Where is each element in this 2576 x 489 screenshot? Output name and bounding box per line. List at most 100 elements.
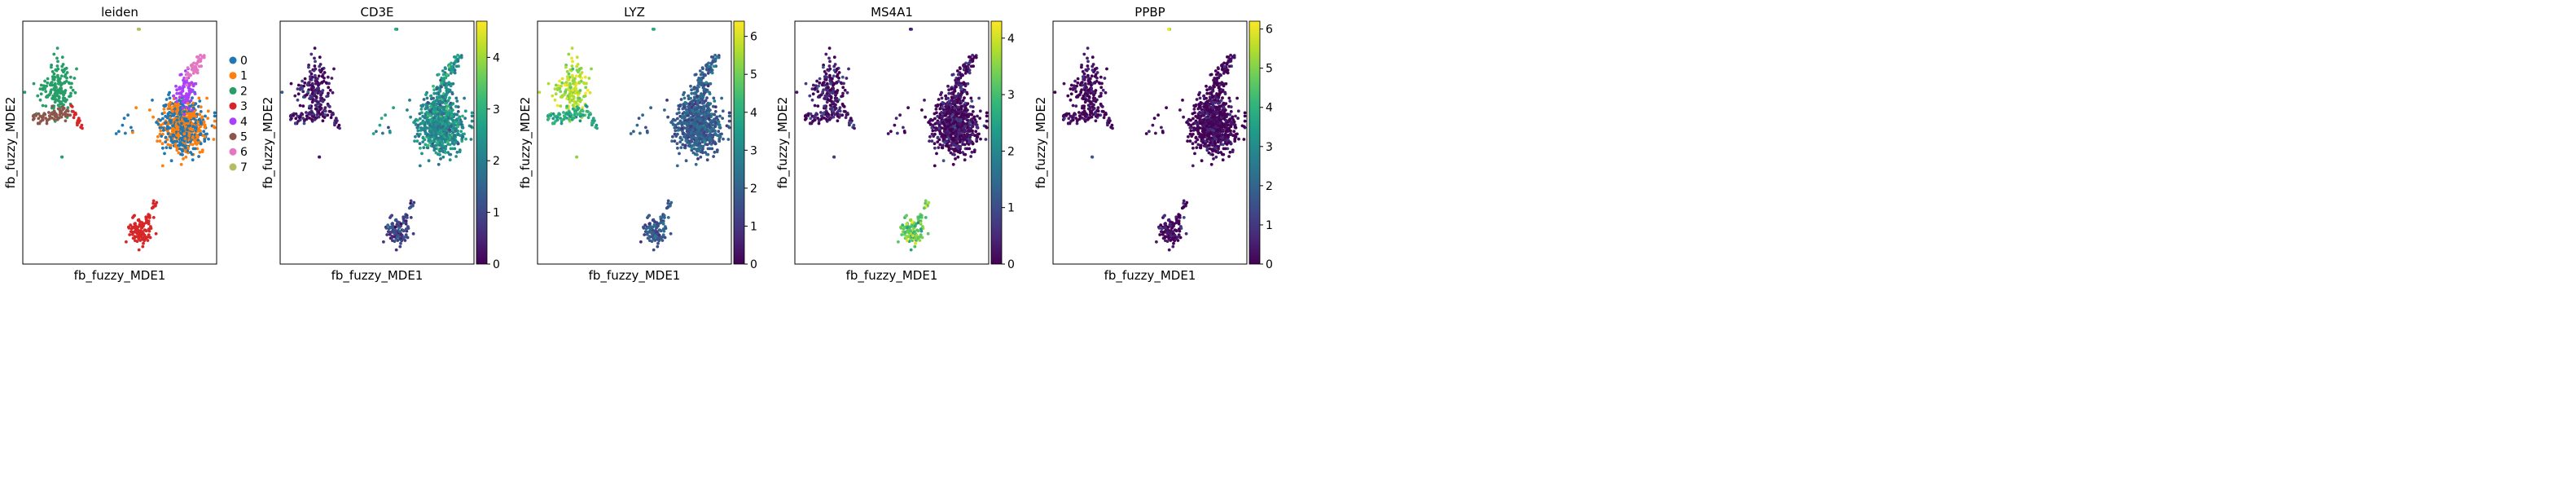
data-point <box>314 59 317 64</box>
data-point <box>639 240 643 244</box>
data-point <box>966 102 970 105</box>
data-point <box>827 56 831 60</box>
data-point <box>175 118 179 122</box>
data-point <box>47 111 50 114</box>
data-point <box>947 99 951 104</box>
data-point <box>432 105 437 109</box>
data-point <box>669 231 673 236</box>
data-point <box>421 135 425 139</box>
data-point <box>955 125 959 129</box>
data-point <box>162 108 166 111</box>
data-point <box>712 64 716 68</box>
data-point <box>700 83 704 87</box>
data-point <box>53 100 57 104</box>
data-point <box>293 121 297 126</box>
data-point <box>819 114 823 118</box>
data-point <box>456 133 460 137</box>
data-point <box>456 105 460 109</box>
data-point <box>578 99 582 104</box>
data-point <box>680 116 684 120</box>
data-point <box>813 104 817 108</box>
data-point <box>969 96 973 100</box>
data-point <box>584 86 588 90</box>
data-point <box>555 104 560 108</box>
data-point <box>949 103 953 107</box>
data-point <box>380 117 384 121</box>
data-point <box>169 159 173 163</box>
data-point <box>195 68 200 72</box>
data-point <box>191 108 195 112</box>
colorbar-tick-label: 2 <box>750 183 757 196</box>
data-point <box>538 90 542 95</box>
data-point <box>338 126 341 130</box>
colorbar-tick-label: 3 <box>493 104 500 117</box>
data-point <box>197 104 200 108</box>
data-point <box>907 231 911 235</box>
data-point <box>678 104 682 108</box>
data-point <box>470 114 474 118</box>
data-point <box>134 106 138 110</box>
data-point <box>199 142 203 146</box>
data-point <box>573 77 577 81</box>
data-point <box>678 121 682 126</box>
data-point <box>199 110 203 113</box>
data-point <box>131 231 135 234</box>
data-point <box>192 111 196 115</box>
data-point <box>55 46 59 50</box>
data-point <box>571 67 575 71</box>
data-point <box>305 114 309 118</box>
data-point <box>951 73 955 77</box>
data-point <box>941 105 944 109</box>
data-point <box>75 67 78 71</box>
data-point <box>169 105 172 109</box>
data-point <box>197 155 201 158</box>
data-point <box>448 128 451 132</box>
data-point <box>63 81 67 84</box>
data-point <box>179 162 183 166</box>
data-point <box>647 214 651 218</box>
data-point <box>320 67 324 71</box>
data-point <box>148 108 151 112</box>
data-point <box>155 121 159 125</box>
data-point <box>435 95 439 99</box>
data-point <box>196 60 200 64</box>
data-point <box>321 119 325 123</box>
data-point <box>50 112 54 116</box>
data-point <box>560 95 563 99</box>
data-point <box>937 116 941 120</box>
data-point <box>419 108 423 111</box>
data-point <box>72 116 76 120</box>
data-point <box>660 239 665 242</box>
data-point <box>823 94 827 98</box>
data-point <box>674 129 678 133</box>
data-point <box>186 128 189 132</box>
data-point <box>438 106 442 110</box>
data-point <box>953 100 957 104</box>
colorbar-gradient <box>990 20 1003 265</box>
data-point <box>721 117 724 121</box>
data-point <box>845 77 849 80</box>
data-point <box>191 101 195 105</box>
data-point <box>829 99 833 103</box>
data-point <box>41 104 45 108</box>
data-point <box>819 111 823 114</box>
data-point <box>192 68 196 72</box>
data-point <box>45 95 48 99</box>
data-point <box>670 139 674 143</box>
data-point <box>213 119 217 123</box>
data-point <box>906 106 910 110</box>
data-point <box>897 240 900 244</box>
data-point <box>64 99 68 104</box>
data-point <box>703 91 706 95</box>
data-point <box>832 55 836 59</box>
data-point <box>144 215 148 219</box>
data-point <box>817 121 821 126</box>
data-point <box>652 248 656 252</box>
legend-label: 6 <box>240 146 248 159</box>
data-point <box>63 96 67 100</box>
data-point <box>574 74 578 78</box>
data-point <box>292 114 296 117</box>
data-point <box>950 91 954 95</box>
data-point <box>456 110 460 113</box>
